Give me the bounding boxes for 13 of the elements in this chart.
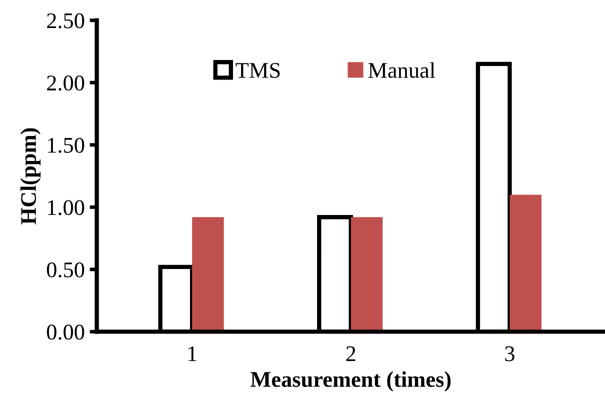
y-axis-title: HCl(ppm) xyxy=(20,128,41,224)
y-tick-label: 1.50 xyxy=(48,138,84,153)
legend-label: Manual xyxy=(368,62,436,78)
x-axis-title: Measurement (times) xyxy=(250,371,451,392)
x-tick-label: 3 xyxy=(505,346,514,362)
y-tick-label: 2.00 xyxy=(47,76,84,91)
y-tick-label: 0.50 xyxy=(46,262,84,278)
y-tick-label: 1.00 xyxy=(48,200,84,216)
x-tick-label: 1 xyxy=(188,346,196,362)
legend-label: TMS xyxy=(236,62,280,78)
x-tick-label: 2 xyxy=(346,346,356,362)
y-tick-label: 0.00 xyxy=(46,324,84,340)
y-tick-label: 2.50 xyxy=(47,13,84,28)
